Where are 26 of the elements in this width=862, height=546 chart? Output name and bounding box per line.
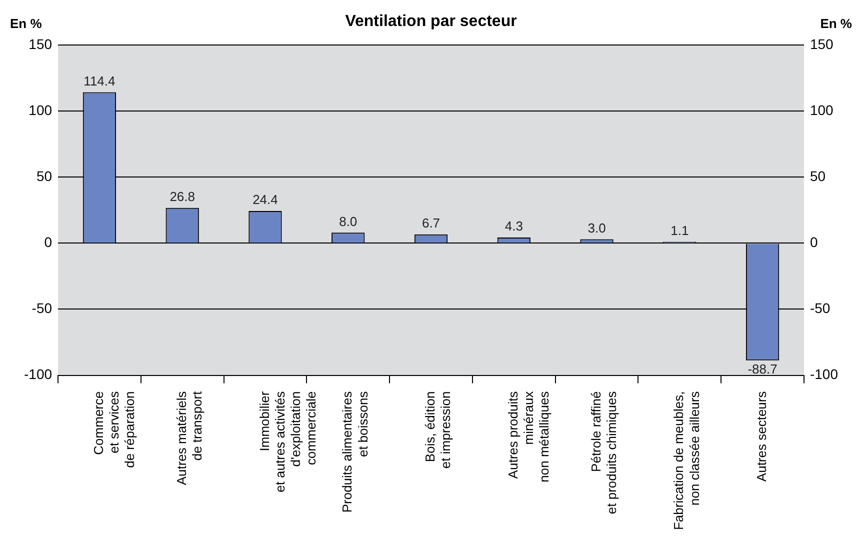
x-tick-label: Commerce et services de réparation <box>91 390 138 468</box>
data-label: 24.4 <box>252 192 278 208</box>
y2-tick-label: -100 <box>810 366 838 382</box>
y-tick-label: -100 <box>24 366 52 382</box>
data-label: 114.4 <box>84 73 116 88</box>
y2-tick-label: 50 <box>810 168 826 184</box>
y-tick-label: 50 <box>36 168 52 184</box>
y-axis-title: En % <box>10 16 42 32</box>
y-tick-label: 0 <box>44 234 52 250</box>
data-label: 8.0 <box>339 214 358 229</box>
y2-tick-label: -50 <box>810 300 830 316</box>
chart-title: Ventilation par secteur <box>345 13 517 30</box>
x-tick-label: Autres secteurs <box>754 390 770 482</box>
y2-tick-label: 150 <box>810 36 834 52</box>
data-label: 4.3 <box>504 218 523 234</box>
y2-tick-label: 0 <box>810 234 818 250</box>
y-tick-label: 150 <box>28 36 52 52</box>
data-label: 1.1 <box>670 222 689 238</box>
y2-tick-label: 100 <box>810 102 834 118</box>
data-label: -88.7 <box>748 361 778 376</box>
y-tick-label: -50 <box>32 300 52 316</box>
data-label: 6.7 <box>422 215 440 230</box>
data-label: 3.0 <box>588 220 606 236</box>
data-label: 26.8 <box>170 188 196 204</box>
y-tick-label: 100 <box>28 102 52 118</box>
y2-axis-title: En % <box>820 16 852 32</box>
